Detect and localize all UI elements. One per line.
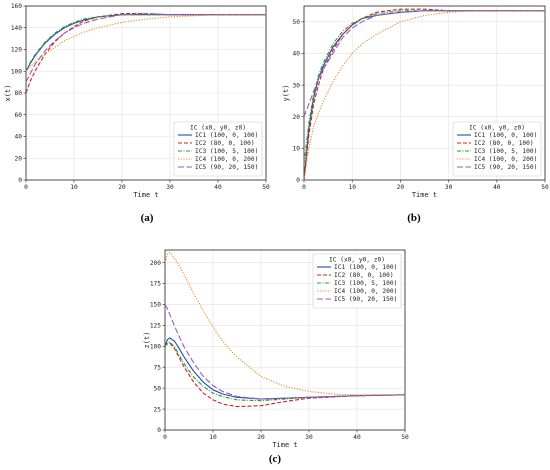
y-tick-label: 0: [18, 177, 22, 184]
y-tick-label: 140: [11, 25, 22, 32]
legend-label-3: IC3 (100, 5, 100): [334, 280, 397, 287]
legend-label-3: IC3 (100, 5, 100): [195, 148, 258, 155]
legend-label-4: IC4 (100, 0, 200): [334, 288, 397, 295]
plot-frame: [164, 249, 406, 431]
y-axis-label: x(t): [4, 85, 12, 102]
y-tick-label: 20: [15, 155, 23, 162]
legend-label-1: IC1 (100, 0, 100): [195, 132, 258, 139]
x-tick-label: 20: [257, 434, 265, 441]
x-tick-label: 10: [209, 434, 217, 441]
series-line-4: [164, 251, 405, 396]
legend-label-5: IC5 (90, 20, 150): [334, 296, 397, 303]
legend-header: IC (x0, y0, z0): [190, 125, 246, 132]
x-tick-label: 20: [118, 184, 126, 191]
y-tick-label: 30: [293, 82, 301, 89]
y-tick-label: 150: [150, 302, 161, 309]
legend-label-2: IC2 (80, 0, 100): [474, 140, 534, 147]
y-tick-label: 80: [15, 90, 23, 97]
x-tick-label: 50: [401, 434, 409, 441]
legend-box: [312, 253, 402, 309]
y-tick-label: 10: [293, 146, 301, 153]
y-tick-label: 120: [11, 47, 22, 54]
legend-label-4: IC4 (100, 0, 200): [474, 156, 537, 163]
x-tick-label: 0: [24, 184, 28, 191]
y-tick-label: 50: [293, 19, 301, 26]
chart-panel-b: 0 10 20 30 40 50 0 10 20 30 40 50 Time t y(t) IC (x0, …: [282, 5, 549, 224]
x-tick-label: 0: [163, 434, 167, 441]
x-axis-label: Time t: [272, 441, 297, 449]
y-tick-label: 200: [150, 260, 161, 267]
y-axis-label: z(t): [143, 332, 151, 349]
series-line-4: [25, 14, 266, 72]
series-line-3: [25, 14, 266, 72]
y-tick-label: 125: [150, 323, 161, 330]
y-tick-label: 50: [154, 385, 162, 392]
series-line-2: [25, 13, 266, 94]
legend-label-1: IC1 (100, 0, 100): [474, 132, 537, 139]
x-tick-label: 10: [348, 184, 356, 191]
chart-panel-a: 0 10 20 30 40 50 0 20 40 60 80 100 120 140 160 Time t x(…: [4, 3, 270, 224]
y-tick-label: 100: [11, 68, 22, 75]
x-tick-label: 40: [353, 434, 361, 441]
panel-caption: (b): [407, 212, 421, 224]
x-tick-label: 10: [70, 184, 78, 191]
legend: IC (x0, y0, z0)IC1 (100, 0, 100)IC2 (80,…: [452, 121, 542, 177]
y-tick-label: 175: [150, 281, 161, 288]
legend-label-5: IC5 (90, 20, 150): [474, 164, 537, 171]
x-tick-label: 50: [541, 184, 549, 191]
x-axis-label: Time t: [133, 191, 158, 199]
x-tick-label: 20: [397, 184, 405, 191]
legend-label-5: IC5 (90, 20, 150): [195, 164, 258, 171]
legend-label-4: IC4 (100, 0, 200): [195, 156, 258, 163]
plot-frame: [303, 5, 546, 181]
legend-label-3: IC3 (100, 5, 100): [474, 148, 537, 155]
x-tick-label: 0: [302, 184, 306, 191]
x-tick-label: 30: [445, 184, 453, 191]
series-line-2: [164, 342, 406, 408]
legend-header: IC (x0, y0, z0): [469, 125, 525, 132]
y-tick-label: 0: [296, 177, 300, 184]
panel-caption: (a): [141, 212, 154, 224]
legend: IC (x0, y0, z0)IC1 (100, 0, 100)IC2 (80,…: [173, 121, 263, 177]
legend-label-2: IC2 (80, 0, 100): [195, 140, 255, 147]
series-line-5: [164, 304, 406, 400]
legend-box: [173, 121, 263, 177]
y-tick-label: 25: [154, 406, 162, 413]
series-line-5: [303, 10, 545, 117]
x-axis-label: Time t: [412, 191, 437, 199]
legend-label-2: IC2 (80, 0, 100): [334, 272, 394, 279]
series-line-3: [164, 341, 406, 402]
y-axis-label: y(t): [282, 85, 290, 102]
y-tick-label: 60: [15, 112, 23, 119]
legend-box: [452, 121, 542, 177]
y-tick-label: 75: [154, 364, 162, 371]
x-tick-label: 30: [166, 184, 174, 191]
x-tick-label: 40: [493, 184, 501, 191]
chart-panel-c: 0 10 20 30 40 50 0 25 50 75 100 125 150 175 200 Time t z…: [143, 249, 409, 465]
y-tick-label: 0: [157, 427, 161, 434]
y-tick-label: 40: [15, 134, 23, 141]
y-tick-label: 160: [11, 3, 22, 10]
panel-caption: (c): [269, 453, 282, 465]
x-tick-label: 50: [262, 184, 270, 191]
y-tick-label: 20: [293, 114, 301, 121]
x-tick-label: 30: [305, 434, 313, 441]
legend-header: IC (x0, y0, z0): [329, 257, 385, 264]
series-line-3: [303, 10, 545, 165]
x-tick-label: 40: [214, 184, 222, 191]
y-tick-label: 100: [150, 343, 161, 350]
legend-label-1: IC1 (100, 0, 100): [334, 264, 397, 271]
legend: IC (x0, y0, z0)IC1 (100, 0, 100)IC2 (80,…: [312, 253, 402, 309]
y-tick-label: 40: [293, 51, 301, 58]
series-line-5: [25, 13, 266, 83]
